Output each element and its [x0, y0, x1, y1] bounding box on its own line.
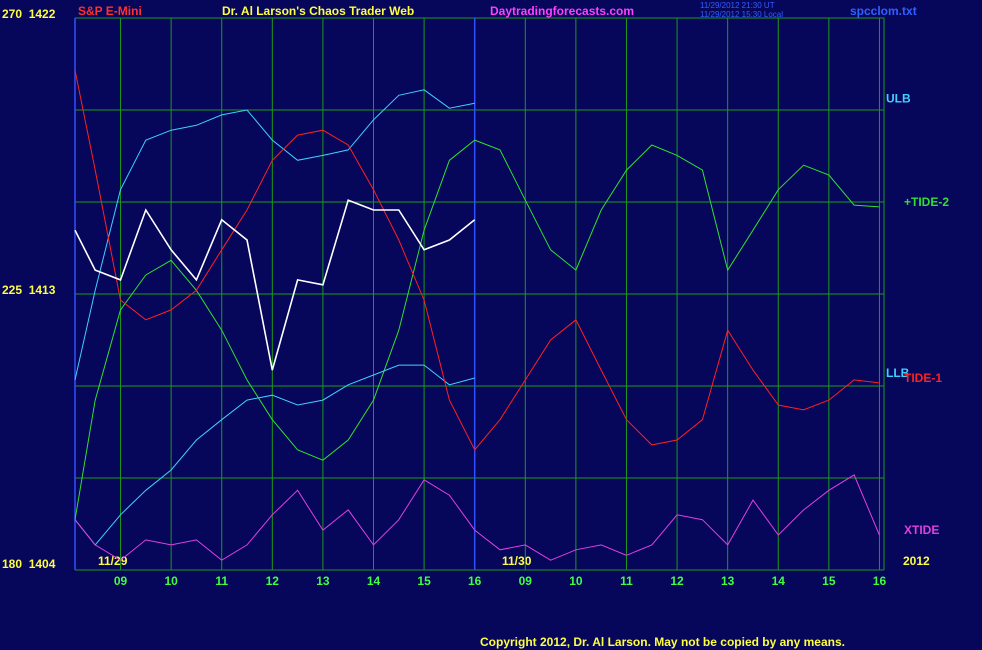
series-line	[74, 364, 475, 546]
date-label: 11/30	[502, 554, 532, 568]
x-tick-label: 16	[873, 574, 887, 588]
y-tick-label: 225 1413	[2, 283, 56, 297]
x-tick-label: 12	[266, 574, 280, 588]
symbol: S&P E-Mini	[78, 4, 142, 18]
series-label: TIDE-1	[904, 371, 942, 385]
y-tick-label: 270 1422	[2, 7, 56, 21]
series-line	[74, 139, 880, 520]
site: Daytradingforecasts.com	[490, 4, 634, 18]
series-label: XTIDE	[904, 523, 939, 537]
x-tick-label: 11	[620, 574, 633, 588]
series-label: ULB	[886, 91, 911, 105]
x-tick-label: 09	[114, 574, 128, 588]
x-tick-label: 09	[519, 574, 533, 588]
x-tick-label: 15	[417, 574, 431, 588]
y-tick-label: 180 1404	[2, 557, 56, 571]
series-label: LLB	[886, 366, 910, 380]
x-tick-label: 13	[721, 574, 735, 588]
x-tick-label: 10	[569, 574, 583, 588]
file-name: spcclom.txt	[850, 4, 917, 18]
x-tick-label: 14	[367, 574, 381, 588]
x-tick-label: 16	[468, 574, 482, 588]
x-tick-label: 11	[215, 574, 228, 588]
time-local: 11/29/2012 15:30 Local	[700, 10, 783, 19]
x-tick-label: 12	[670, 574, 684, 588]
series-line	[74, 474, 880, 561]
x-tick-label: 15	[822, 574, 836, 588]
series-line	[74, 89, 475, 381]
copyright: Copyright 2012, Dr. Al Larson. May not b…	[480, 635, 845, 649]
series-label: +TIDE-2	[904, 195, 949, 209]
x-tick-label: 14	[772, 574, 786, 588]
date-label: 11/29	[98, 554, 128, 568]
series-line	[74, 70, 880, 451]
chart-title: Dr. Al Larson's Chaos Trader Web	[222, 4, 414, 18]
series-line	[74, 199, 476, 371]
time-ut: 11/29/2012 21:30 UT	[700, 1, 775, 10]
x-tick-label: 10	[164, 574, 178, 588]
x-tick-label: 13	[316, 574, 330, 588]
date-label: 2012	[903, 554, 930, 568]
